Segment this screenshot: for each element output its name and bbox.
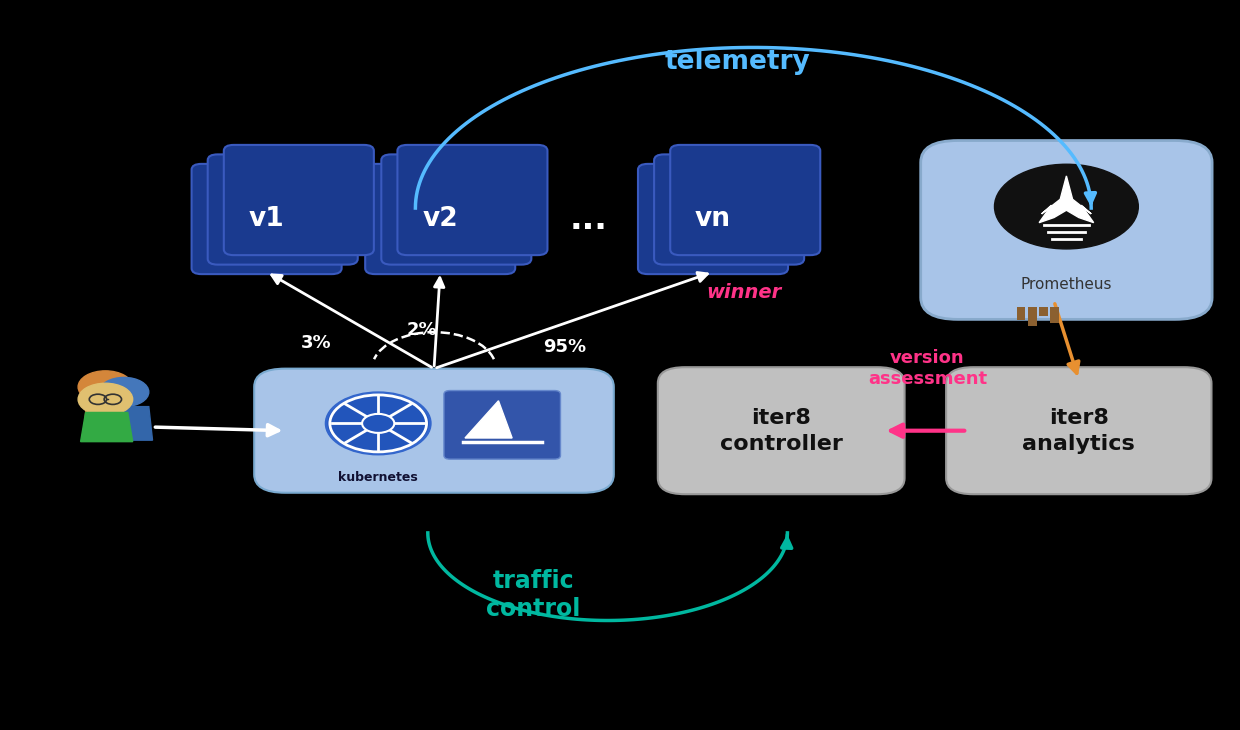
Bar [1039, 307, 1048, 316]
FancyBboxPatch shape [444, 391, 560, 459]
FancyBboxPatch shape [254, 369, 614, 493]
Text: vn: vn [694, 206, 732, 232]
Text: traffic
control: traffic control [486, 569, 580, 620]
Text: version
assessment: version assessment [868, 349, 987, 388]
FancyBboxPatch shape [365, 164, 516, 274]
FancyBboxPatch shape [382, 155, 532, 265]
Text: Prometheus: Prometheus [1021, 277, 1112, 292]
FancyBboxPatch shape [223, 145, 374, 256]
FancyBboxPatch shape [397, 145, 548, 256]
Text: 3%: 3% [301, 334, 331, 352]
Polygon shape [81, 412, 133, 442]
Text: iter8: iter8 [751, 407, 811, 428]
Circle shape [326, 393, 430, 454]
Text: kubernetes: kubernetes [339, 471, 418, 484]
Bar [1017, 307, 1025, 320]
FancyBboxPatch shape [946, 367, 1211, 494]
Bar [1050, 307, 1059, 323]
Text: v2: v2 [423, 206, 458, 232]
Polygon shape [99, 407, 153, 440]
FancyBboxPatch shape [208, 155, 357, 265]
FancyBboxPatch shape [657, 367, 905, 494]
FancyBboxPatch shape [920, 140, 1211, 320]
Circle shape [362, 414, 394, 433]
FancyBboxPatch shape [670, 145, 821, 256]
Text: controller: controller [719, 434, 843, 454]
Text: ...: ... [570, 202, 608, 236]
Text: v1: v1 [249, 206, 284, 232]
Text: iter8: iter8 [1049, 407, 1109, 428]
Text: telemetry: telemetry [665, 49, 811, 75]
Text: winner: winner [707, 283, 781, 301]
Text: analytics: analytics [1023, 434, 1135, 454]
Text: 95%: 95% [543, 338, 585, 356]
FancyBboxPatch shape [191, 164, 341, 274]
Circle shape [78, 371, 133, 403]
Circle shape [78, 383, 133, 415]
Polygon shape [1039, 176, 1094, 223]
FancyBboxPatch shape [637, 164, 789, 274]
Bar [1028, 307, 1037, 326]
Polygon shape [83, 402, 130, 438]
Polygon shape [465, 401, 512, 438]
Text: 2%: 2% [407, 321, 436, 339]
FancyBboxPatch shape [655, 155, 804, 265]
Circle shape [994, 164, 1138, 249]
Circle shape [99, 377, 149, 407]
